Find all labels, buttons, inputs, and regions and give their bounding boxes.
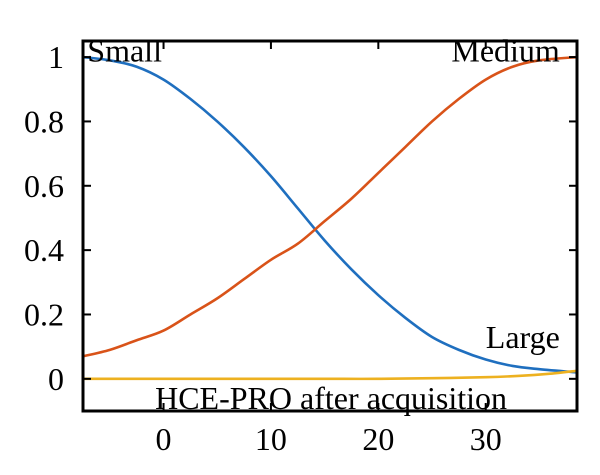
series-line-small xyxy=(82,55,578,374)
annotation-small: Small xyxy=(87,33,162,69)
y-tick-label: 1 xyxy=(48,39,64,75)
x-tick-label: 10 xyxy=(255,421,287,457)
x-tick-label: 20 xyxy=(362,421,394,457)
series-layer xyxy=(82,55,578,381)
y-tick-label: 0 xyxy=(48,361,64,397)
x-tick-label: 30 xyxy=(470,421,502,457)
series-line-medium xyxy=(82,55,578,358)
x-tick-label: 0 xyxy=(156,421,172,457)
annotation-layer: Small Medium Large HCE-PRO after acquisitio… xyxy=(87,33,560,416)
y-tick-label: 0.8 xyxy=(24,103,64,139)
y-tick-label: 0.2 xyxy=(24,296,64,332)
series-line-hce-pro-after-acquisition xyxy=(83,369,578,381)
y-tick-label: 0.6 xyxy=(24,168,64,204)
ticks-layer: 0 10 20 30 0 0.2 0.4 0.6 0.8 1 xyxy=(24,39,577,457)
annotation-medium: Medium xyxy=(451,33,560,69)
annotation-large: Large xyxy=(486,319,560,355)
plot-frame xyxy=(81,39,579,413)
annotation-hce-pro-after-acquisition: HCE-PRO after acquisition xyxy=(155,380,507,416)
y-tick-label: 0.4 xyxy=(24,232,64,268)
